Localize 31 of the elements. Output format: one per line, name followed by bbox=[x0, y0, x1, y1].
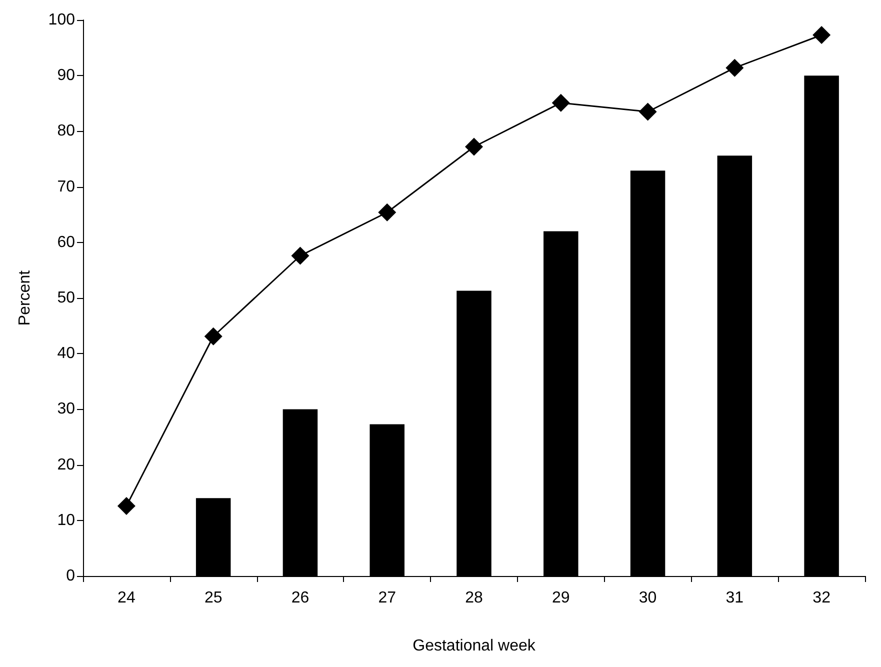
y-tick-label: 60 bbox=[57, 234, 76, 251]
x-tick-label: 30 bbox=[638, 590, 657, 606]
y-tick-label: 90 bbox=[57, 67, 76, 84]
y-tick-label: 70 bbox=[57, 178, 76, 196]
point bbox=[552, 94, 570, 112]
point bbox=[812, 26, 831, 44]
point bbox=[204, 327, 222, 346]
point bbox=[726, 58, 744, 77]
y-tick-label: 0 bbox=[66, 568, 76, 584]
x-tick-label: 29 bbox=[552, 590, 570, 606]
y-tick-label: 40 bbox=[57, 345, 76, 362]
point bbox=[378, 203, 396, 222]
y-axis-title: Percent bbox=[16, 270, 34, 326]
x-tick-label: 24 bbox=[118, 590, 136, 606]
y-tick-label: 30 bbox=[57, 400, 76, 418]
x-tick-label: 27 bbox=[378, 590, 396, 606]
point bbox=[291, 246, 310, 265]
y-tick-label: 80 bbox=[57, 122, 76, 140]
point bbox=[638, 102, 657, 121]
point bbox=[465, 138, 483, 156]
y-tick-label: 10 bbox=[57, 512, 76, 529]
x-tick-label: 32 bbox=[812, 590, 831, 606]
x-axis-title: Gestational week bbox=[412, 638, 536, 654]
y-tick-label: 50 bbox=[57, 290, 76, 306]
x-tick-label: 25 bbox=[204, 590, 222, 606]
x-tick-label: 28 bbox=[465, 590, 483, 606]
point bbox=[117, 496, 136, 515]
y-tick-label: 20 bbox=[57, 456, 76, 474]
y-tick-label: 100 bbox=[48, 12, 76, 28]
x-tick-label: 26 bbox=[291, 590, 310, 606]
x-tick-label: 31 bbox=[726, 590, 744, 606]
